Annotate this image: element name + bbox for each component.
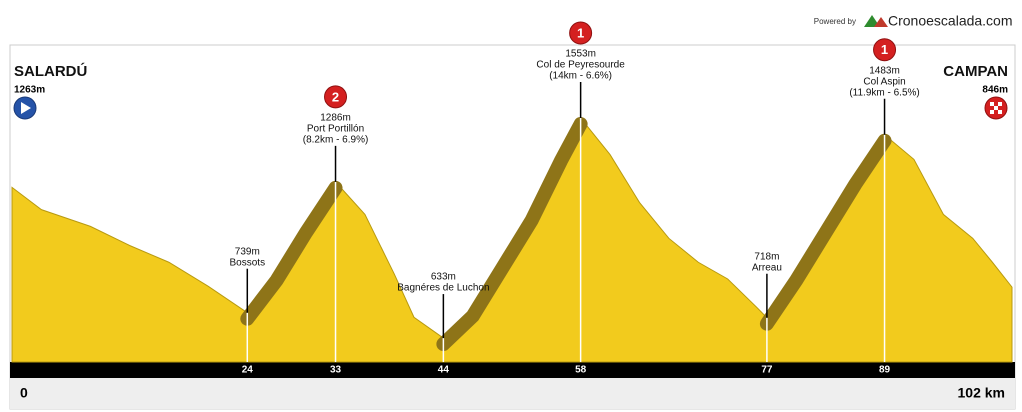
point-label: Col de Peyresourde — [536, 60, 625, 71]
brand-logo — [874, 17, 888, 27]
point-label: (14km - 6.6%) — [549, 71, 612, 82]
climb-band — [240, 180, 343, 326]
start-icon — [21, 102, 31, 114]
point-label: 1553m — [565, 49, 596, 60]
start-name: SALARDÚ — [14, 62, 87, 80]
point-label: 739m — [235, 246, 260, 257]
category-badge — [569, 21, 593, 45]
category-label: 2 — [332, 89, 339, 104]
climb-band — [759, 133, 892, 331]
point-label: 1483m — [869, 65, 900, 76]
finish-name: CAMPAN — [943, 63, 1008, 80]
category-label: 1 — [577, 25, 584, 40]
point-label: 633m — [431, 272, 456, 283]
x-tick-label: 58 — [575, 365, 587, 376]
finish-flag — [990, 102, 1002, 114]
point-label: Bagnéres de Luchon — [397, 283, 489, 294]
point-label: 718m — [754, 251, 779, 262]
category-badge — [873, 38, 897, 62]
x-tick-label: 33 — [330, 365, 342, 376]
category-label: 1 — [881, 42, 888, 57]
point-label: Bossots — [230, 257, 266, 268]
start-elevation: 1263m — [14, 85, 45, 96]
point-label: (8.2km - 6.9%) — [303, 135, 369, 146]
point-label: Col Aspin — [863, 76, 905, 87]
x-tick-label: 0 — [20, 385, 28, 401]
x-tick-label: 24 — [242, 365, 254, 376]
point-label: Port Portillón — [307, 124, 364, 135]
point-label: Arreau — [752, 262, 782, 273]
km-bar — [10, 362, 1015, 378]
x-tick-label: 89 — [879, 365, 891, 376]
finish-elevation: 846m — [982, 85, 1008, 96]
category-badge — [324, 85, 348, 109]
point-label: (11.9km - 6.5%) — [849, 87, 919, 98]
footer — [10, 378, 1015, 409]
point-label: 1286m — [320, 113, 351, 124]
brand-prefix: Powered by — [814, 17, 856, 26]
x-tick-label: 77 — [761, 365, 773, 376]
brand-logo — [864, 15, 880, 27]
climb-band — [436, 117, 588, 352]
brand-name: Cronoescalada.com — [888, 13, 1013, 29]
x-tick-label: 102 km — [958, 385, 1005, 401]
x-tick-label: 44 — [438, 365, 450, 376]
